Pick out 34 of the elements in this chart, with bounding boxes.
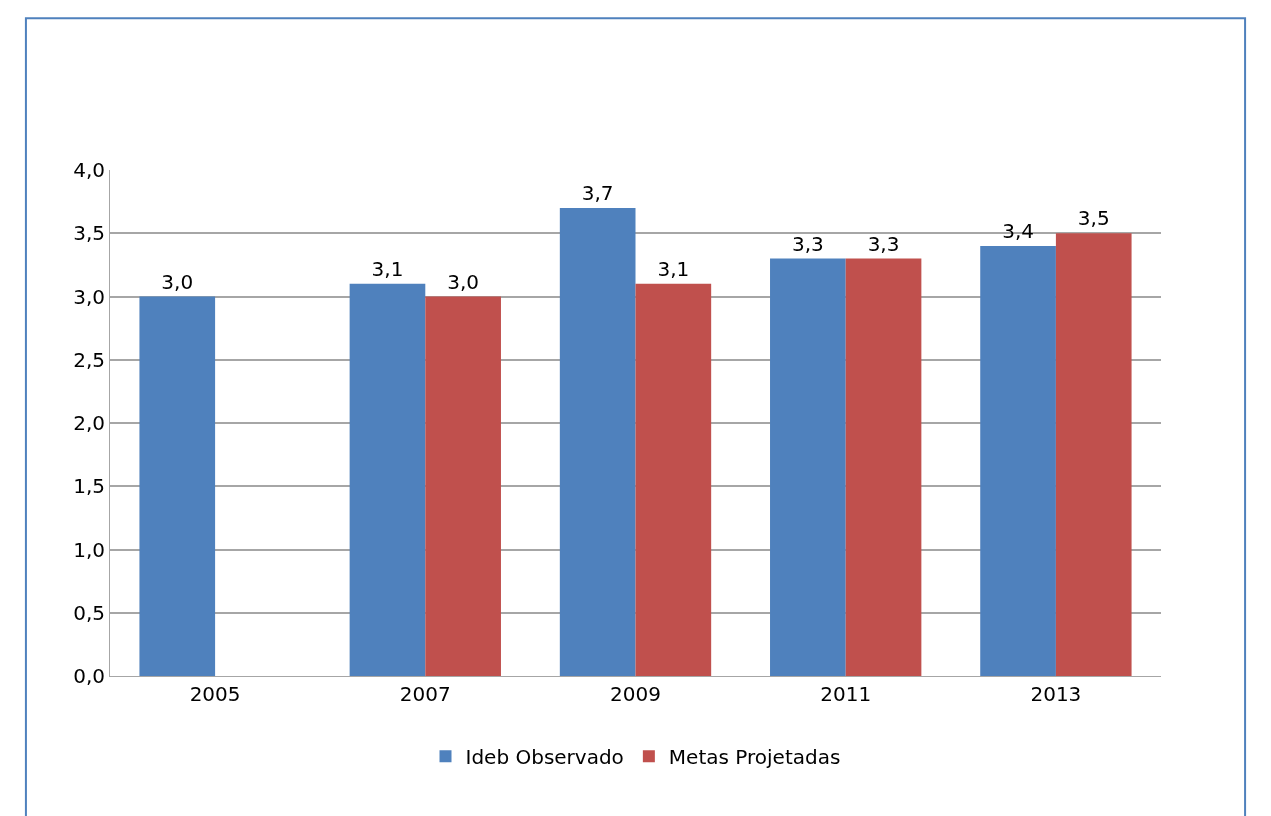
data-label: 3,1 (371, 256, 404, 281)
bar (425, 296, 501, 676)
data-label: 3,0 (161, 269, 194, 294)
y-tick-label: 0,5 (73, 600, 105, 625)
x-tick-label: 2011 (820, 682, 872, 706)
bar (635, 283, 712, 676)
bar (845, 258, 922, 676)
legend-label: Metas Projetadas (668, 745, 841, 770)
data-label: 3,3 (867, 231, 900, 256)
x-tick-label: 2005 (189, 682, 241, 706)
y-tick-label: 4,0 (73, 158, 105, 182)
y-tick-label: 1,0 (73, 537, 105, 562)
bar (349, 283, 426, 676)
data-label: 3,7 (581, 180, 614, 205)
x-tick-label: 2009 (610, 682, 661, 706)
data-label: 3,1 (657, 256, 690, 281)
bar (770, 258, 846, 676)
bar (139, 296, 216, 676)
y-tick-label: 3,5 (73, 221, 105, 246)
y-tick-label: 1,5 (73, 474, 105, 499)
bar (1055, 233, 1132, 676)
y-tick-label: 0,0 (73, 664, 105, 688)
y-tick-label: 2,5 (73, 347, 105, 372)
data-label: 3,5 (1077, 206, 1110, 231)
data-label: 3,4 (1002, 218, 1034, 243)
y-tick-label: 2,0 (73, 411, 105, 435)
x-tick-label: 2007 (399, 682, 451, 706)
data-label: 3,3 (791, 231, 824, 256)
bar (980, 245, 1056, 676)
y-tick-label: 3,0 (73, 284, 105, 309)
x-tick-label: 2013 (1030, 682, 1082, 706)
bar (559, 207, 636, 676)
data-label: 3,0 (447, 269, 480, 294)
legend-label: Ideb Observado (465, 745, 624, 770)
